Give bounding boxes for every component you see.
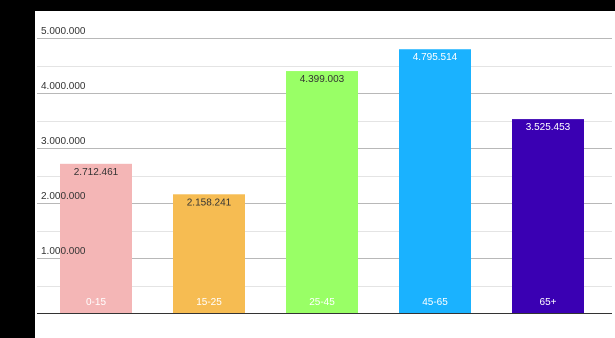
bar-chart: 1.000.000 2.000.000 3.000.000 4.000.000 5.00… [37, 26, 612, 314]
chart-area: 1.000.000 2.000.000 3.000.000 4.000.000 5.00… [35, 11, 615, 338]
data-label: 2.712.461 [74, 167, 119, 178]
bar-65+ [512, 119, 584, 313]
y-tick-label: 5.000.000 [41, 26, 86, 37]
category-label: 25-45 [309, 297, 335, 308]
data-label: 4.399.003 [300, 74, 345, 85]
category-label: 45-65 [422, 297, 448, 308]
data-label: 4.795.514 [413, 52, 458, 63]
category-label: 65+ [540, 297, 557, 308]
y-tick-label: 1.000.000 [41, 246, 86, 257]
data-label: 3.525.453 [526, 122, 571, 133]
y-tick-label: 3.000.000 [41, 136, 86, 147]
y-tick-label: 4.000.000 [41, 81, 86, 92]
category-label: 0-15 [86, 297, 106, 308]
bar-25-45 [286, 71, 358, 313]
category-label: 15-25 [196, 297, 222, 308]
data-label: 2.158.241 [187, 197, 232, 208]
bar-15-25 [173, 194, 245, 313]
bar-0-15 [60, 163, 132, 313]
bar-45-65 [399, 49, 471, 313]
y-tick-label: 2.000.000 [41, 191, 86, 202]
